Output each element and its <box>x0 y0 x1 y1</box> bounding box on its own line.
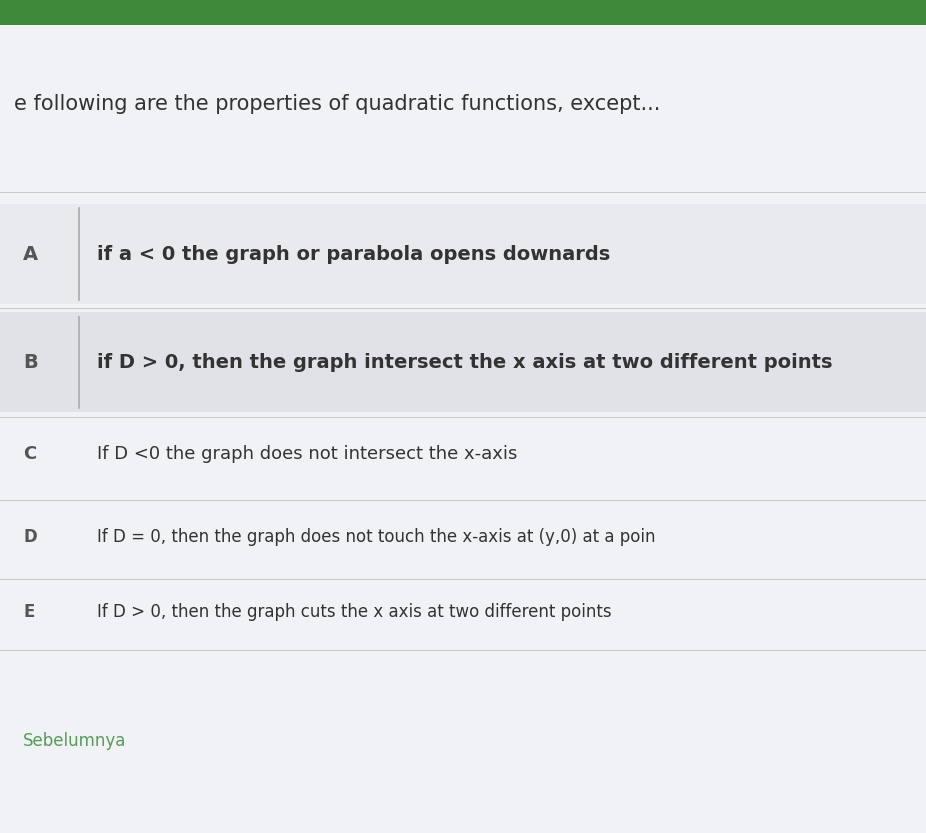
Text: C: C <box>23 445 36 463</box>
Text: if a < 0 the graph or parabola opens downards: if a < 0 the graph or parabola opens dow… <box>97 245 610 263</box>
Text: B: B <box>23 353 38 372</box>
Text: D: D <box>23 528 37 546</box>
Text: if D > 0, then the graph intersect the x axis at two different points: if D > 0, then the graph intersect the x… <box>97 353 832 372</box>
Text: e following are the properties of quadratic functions, except...: e following are the properties of quadra… <box>14 94 660 114</box>
Text: If D = 0, then the graph does not touch the x-axis at (y,0) at a poin: If D = 0, then the graph does not touch … <box>97 528 656 546</box>
Text: If D <0 the graph does not intersect the x-axis: If D <0 the graph does not intersect the… <box>97 445 518 463</box>
Text: Sebelumnya: Sebelumnya <box>23 732 127 751</box>
FancyBboxPatch shape <box>0 312 926 412</box>
Text: E: E <box>23 603 34 621</box>
Text: If D > 0, then the graph cuts the x axis at two different points: If D > 0, then the graph cuts the x axis… <box>97 603 612 621</box>
Text: A: A <box>23 245 38 263</box>
FancyBboxPatch shape <box>0 0 926 25</box>
FancyBboxPatch shape <box>0 204 926 304</box>
